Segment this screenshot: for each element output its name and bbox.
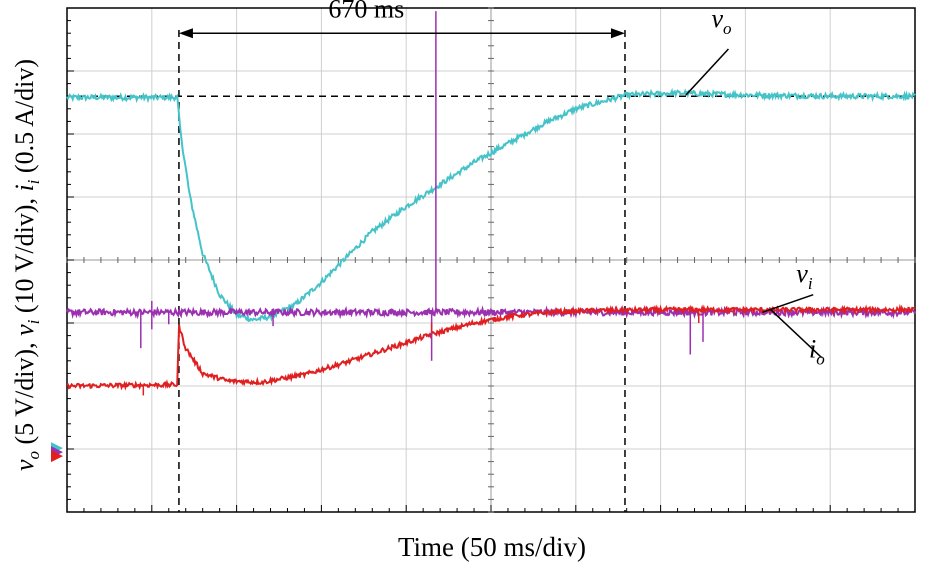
tick-marks (66, 7, 916, 513)
series-label-main: v (796, 259, 808, 288)
series-label-sub: i (808, 274, 813, 293)
ylabel-vo-sub: o (24, 451, 43, 460)
series-label-io: io (809, 335, 825, 369)
ylabel-ii-scale: (0.5 A/div) (10, 59, 39, 180)
series-label-vi: vi (796, 259, 813, 293)
trace-vo (66, 87, 916, 323)
leader-vi (762, 293, 814, 313)
series-label-sub: o (723, 19, 732, 38)
series-label-main: i (809, 335, 816, 364)
ylabel-vo-scale: (5 V/div), (10, 336, 39, 451)
ylabel-vi-scale: (10 V/div), (10, 192, 39, 320)
y-axis-label: vo (5 V/div), vi (10 V/div), ii (0.5 A/d… (10, 59, 43, 471)
series-label-sub: o (816, 350, 825, 369)
arrowhead-left (178, 28, 193, 39)
arrowhead-right (610, 28, 625, 39)
duration-label: 670 ms (328, 0, 404, 23)
x-axis-label: Time (50 ms/div) (398, 532, 586, 562)
series-label-vo: vo (711, 4, 731, 38)
leader-vo (685, 48, 729, 96)
ylabel-ii-sub: i (24, 179, 43, 184)
series-label-main: v (711, 4, 723, 33)
ylabel-ii: i (10, 184, 39, 191)
ylabel-vo: v (10, 459, 39, 471)
ylabel-vi: v (10, 324, 39, 336)
ylabel-vi-sub: i (24, 319, 43, 324)
ground-marker-io (51, 450, 63, 463)
duration-annotation: 670 ms (178, 0, 625, 39)
leader-io (770, 309, 823, 359)
